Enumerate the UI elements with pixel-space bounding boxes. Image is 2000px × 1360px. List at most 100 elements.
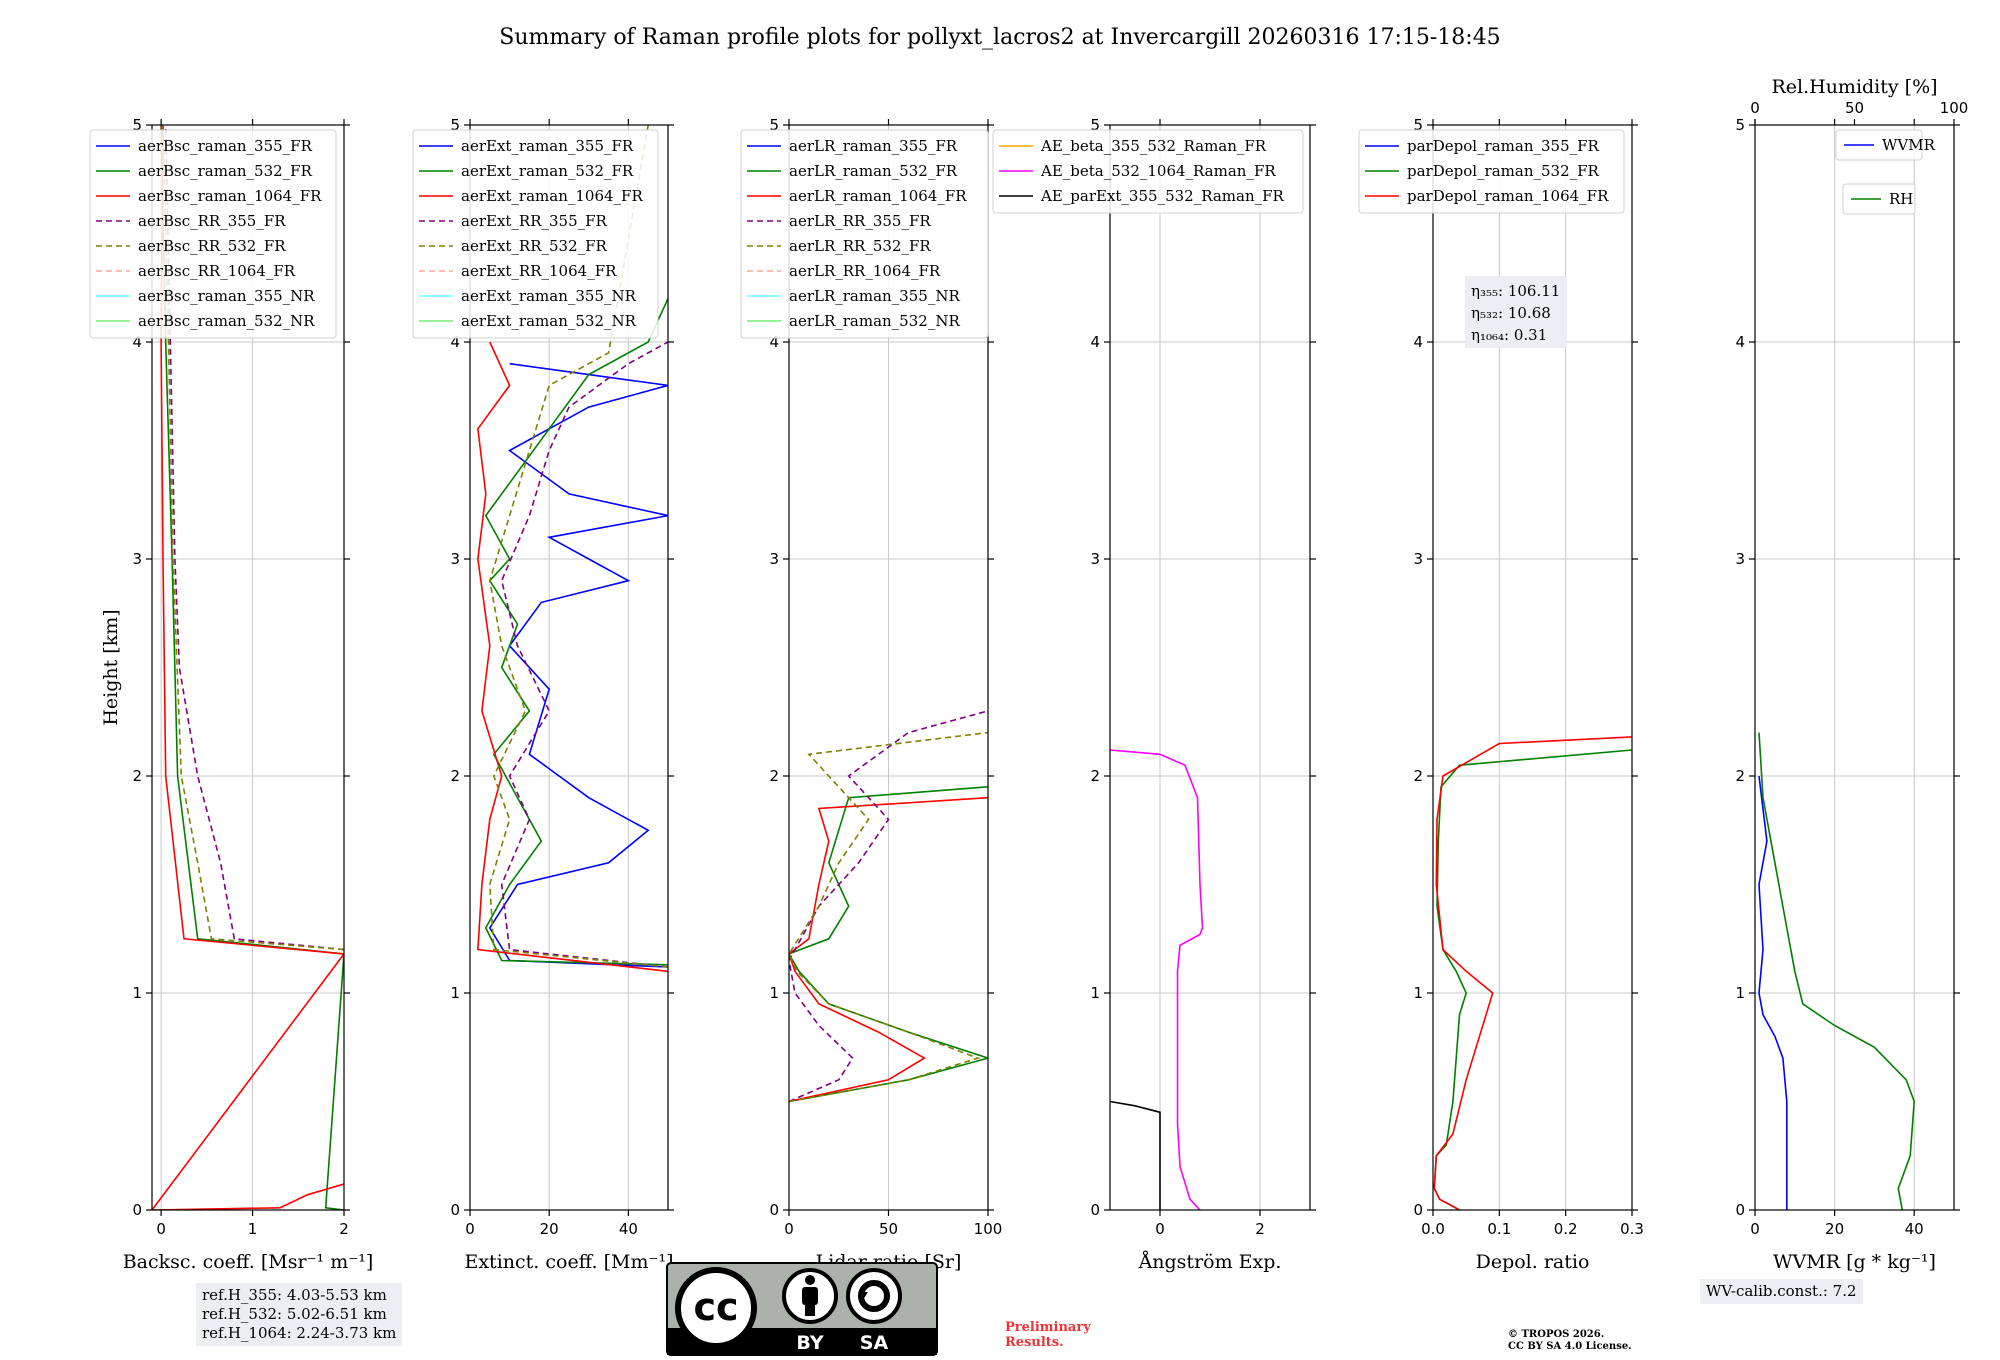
x-tick-label: 2	[1255, 1220, 1265, 1238]
y-tick-label: 2	[769, 767, 779, 785]
legend-entry: aerBsc_raman_355_FR	[138, 137, 313, 155]
legend-entry: AE_beta_532_1064_Raman_FR	[1040, 162, 1276, 180]
y-tick-label: 1	[1090, 984, 1100, 1002]
legend-entry: aerBsc_raman_355_NR	[138, 287, 315, 305]
legend-entry: aerExt_raman_532_FR	[461, 162, 634, 180]
legend-entry: RH	[1889, 190, 1913, 208]
panel-depol: 0.0 0.1 0.2 0.3 0 1 2 3 4 5 Depol. ratio parDepol_r…	[1358, 116, 1644, 1273]
y-tick-label: 3	[450, 550, 460, 568]
legend-entry: aerExt_raman_355_FR	[461, 137, 634, 155]
legend-entry: aerExt_raman_532_NR	[461, 312, 637, 330]
legend-entry: aerBsc_raman_1064_FR	[138, 187, 322, 205]
y-tick-label: 5	[1413, 116, 1423, 134]
y-tick-label: 1	[1735, 984, 1745, 1002]
y-tick-label: 1	[450, 984, 460, 1002]
x-tick-label: 0.3	[1620, 1220, 1644, 1238]
y-tick-label: 5	[769, 116, 779, 134]
x-tick-label: 0.1	[1487, 1220, 1511, 1238]
y-tick-label: 3	[1735, 550, 1745, 568]
y-tick-label: 4	[1735, 333, 1745, 351]
cc-by-sa-badge: cc BY SA	[666, 1262, 938, 1356]
x-tick-label: 0.2	[1554, 1220, 1578, 1238]
y-tick-label: 1	[769, 984, 779, 1002]
y-tick-label: 3	[132, 550, 142, 568]
cc-icon	[675, 1267, 757, 1349]
ref-heights-box: ref.H_355: 4.03-5.53 km ref.H_532: 5.02-…	[196, 1283, 403, 1346]
x-axis-label: Extinct. coeff. [Mm⁻¹]	[464, 1251, 673, 1273]
eta-annotation-box	[1465, 276, 1567, 348]
ref-height-532: ref.H_532: 5.02-6.51 km	[202, 1305, 387, 1323]
y-tick-label: 4	[769, 333, 779, 351]
x-tick-label: 2	[339, 1220, 349, 1238]
legend-entry: aerLR_raman_355_FR	[789, 137, 958, 155]
series-line-aerExt_raman_1064_FR	[477, 341, 668, 973]
y-tick-label: 5	[450, 116, 460, 134]
x-tick-label: 1	[248, 1220, 258, 1238]
sa-share-icon	[846, 1268, 902, 1324]
wv-calib-text: WV-calib.const.: 7.2	[1706, 1282, 1857, 1300]
series-line-aerLR_RR_532_FR	[789, 731, 988, 1103]
figure-title: Summary of Raman profile plots for polly…	[499, 25, 1500, 50]
y-tick-label: 4	[132, 333, 142, 351]
y-tick-label: 4	[450, 333, 460, 351]
legend-entry: aerLR_raman_1064_FR	[789, 187, 967, 205]
legend-entry: aerExt_RR_355_FR	[461, 212, 608, 230]
legend-box	[1358, 129, 1625, 214]
ref-height-1064: ref.H_1064: 2.24-3.73 km	[202, 1324, 397, 1342]
legend-entry: aerExt_raman_355_NR	[461, 287, 637, 305]
legend-box	[740, 129, 989, 339]
eta-annotation-line: η₃₅₅: 106.11	[1471, 282, 1560, 300]
series-line-aerExt_raman_355_FR	[488, 362, 668, 968]
legend-entry: AE_parExt_355_532_Raman_FR	[1040, 187, 1285, 205]
legend-box	[1835, 129, 1923, 161]
panel-lidar_ratio: 050100012345Lidar ratio [Sr]aerLR_raman_…	[740, 116, 1002, 1273]
y-tick-label: 0	[1090, 1201, 1100, 1219]
x-tick-label: 0	[784, 1220, 794, 1238]
x-tick-label: 50	[879, 1220, 898, 1238]
axes-frame	[469, 124, 669, 1211]
x-axis-label: WVMR [g * kg⁻¹]	[1773, 1251, 1936, 1273]
x-axis-label: Depol. ratio	[1476, 1251, 1590, 1273]
y-tick-label: 0	[132, 1201, 142, 1219]
y-tick-label: 5	[132, 116, 142, 134]
x-tick-label: 0	[1155, 1220, 1165, 1238]
legend-entry: aerLR_RR_532_FR	[789, 237, 931, 255]
series-line-parDepol_raman_1064_FR	[1433, 736, 1632, 1210]
panel-backscatter: 0 1 2 0 1 2 3 4 5 Backsc. coeff. [Msr⁻¹ m⁻¹] Heigh…	[89, 116, 373, 1273]
svg-text:SA: SA	[860, 1332, 889, 1354]
top-axis-label: Rel.Humidity [%]	[1771, 76, 1937, 98]
series-line-AE_beta_532_1064_Raman_FR	[1110, 749, 1204, 1210]
y-tick-label: 4	[1413, 333, 1423, 351]
legend-entry: aerLR_raman_355_NR	[789, 287, 960, 305]
y-tick-label: 0	[1735, 1201, 1745, 1219]
ref-height-355: ref.H_355: 4.03-5.53 km	[202, 1286, 387, 1304]
eta-annotation-line: η₁₀₆₄: 0.31	[1471, 326, 1547, 344]
eta-annotation-line: η₅₃₂: 10.68	[1471, 304, 1551, 322]
top-axis-tick-label: 0	[1750, 99, 1760, 117]
series-line-aerExt_raman_532_FR	[484, 298, 668, 966]
series-line-WVMR	[1758, 775, 1788, 1210]
legend-entry: parDepol_raman_532_FR	[1407, 162, 1600, 180]
series-line-aerLR_RR_355_FR	[789, 710, 988, 1103]
legend-entry: aerLR_RR_355_FR	[789, 212, 931, 230]
series-line-aerExt_RR_532_FR	[488, 125, 668, 968]
x-tick-label: 0	[465, 1220, 475, 1238]
series-line-aerLR_raman_532_FR	[789, 786, 988, 1103]
y-tick-label: 2	[1413, 767, 1423, 785]
y-tick-label: 3	[1413, 550, 1423, 568]
panel-wvmr: 0 20 40 0 1 2 3 4 5 WVMR [g * kg⁻¹] 0 50 100Rel.Humi…	[1735, 76, 1968, 1273]
panel-angstrom: 0 2 0 1 2 3 4 5 Ångström Exp. AE_beta_355_532_Ram…	[992, 116, 1316, 1273]
axes-frame	[1109, 124, 1311, 1211]
y-tick-label: 4	[1090, 333, 1100, 351]
panel-extinction: 0 20 40 0 1 2 3 4 5 Extinct. coeff. [Mm⁻¹] aerExt_…	[412, 116, 674, 1273]
copyright-note: © TROPOS 2026. CC BY SA 4.0 License.	[1508, 1329, 1632, 1352]
legend-entry: parDepol_raman_355_FR	[1407, 137, 1600, 155]
top-axis-tick-label: 50	[1845, 99, 1864, 117]
x-tick-label: 40	[1905, 1220, 1924, 1238]
series-line-aerBsc_RR_355_FR	[164, 125, 344, 951]
series-line-parDepol_raman_532_FR	[1433, 749, 1632, 1210]
x-tick-label: 20	[1825, 1220, 1844, 1238]
legend-entry: aerLR_raman_532_NR	[789, 312, 960, 330]
x-tick-label: 0.0	[1421, 1220, 1445, 1238]
legend-entry: aerBsc_RR_532_FR	[138, 237, 286, 255]
